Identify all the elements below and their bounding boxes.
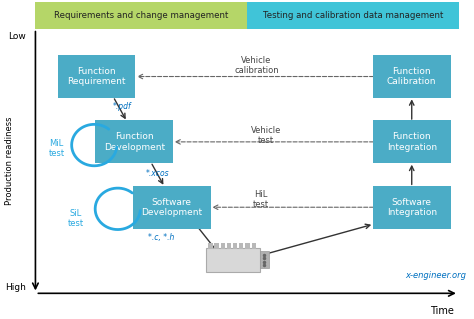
FancyBboxPatch shape [233,243,237,249]
Text: High: High [5,283,26,292]
FancyBboxPatch shape [220,243,225,249]
Text: Vehicle
test: Vehicle test [251,126,281,145]
Text: Production readiness: Production readiness [5,117,14,205]
FancyBboxPatch shape [36,2,247,29]
FancyBboxPatch shape [373,55,451,98]
FancyBboxPatch shape [252,243,256,249]
FancyBboxPatch shape [247,2,459,29]
Text: *.c, *.h: *.c, *.h [148,233,175,242]
Text: HiL
test: HiL test [253,189,269,209]
FancyBboxPatch shape [208,243,213,249]
Text: Time: Time [430,306,454,316]
FancyBboxPatch shape [95,120,173,163]
Text: x-engineer.org: x-engineer.org [405,271,466,280]
Text: MiL
test: MiL test [48,138,64,158]
FancyBboxPatch shape [260,251,268,268]
Text: Function
Calibration: Function Calibration [387,67,437,86]
Text: Requirements and change management: Requirements and change management [54,11,228,20]
FancyBboxPatch shape [373,120,451,163]
Text: Software
Development: Software Development [141,197,202,217]
Text: Function
Integration: Function Integration [387,132,437,152]
Text: SiL
test: SiL test [67,209,83,228]
FancyBboxPatch shape [206,248,260,272]
Text: *.xcos: *.xcos [146,169,170,178]
Text: Function
Development: Function Development [104,132,165,152]
FancyBboxPatch shape [133,186,210,229]
Text: *.hex: *.hex [236,265,255,274]
Text: Function
Requirement: Function Requirement [67,67,126,86]
Text: Testing and calibration data management: Testing and calibration data management [263,11,443,20]
FancyBboxPatch shape [246,243,250,249]
FancyBboxPatch shape [214,243,219,249]
FancyBboxPatch shape [227,243,231,249]
FancyBboxPatch shape [373,186,451,229]
FancyBboxPatch shape [58,55,136,98]
Text: Software
Integration: Software Integration [387,197,437,217]
FancyBboxPatch shape [239,243,244,249]
Text: Vehicle
calibration: Vehicle calibration [234,56,279,75]
Text: *.pdf: *.pdf [113,102,132,111]
Text: Low: Low [8,32,26,41]
